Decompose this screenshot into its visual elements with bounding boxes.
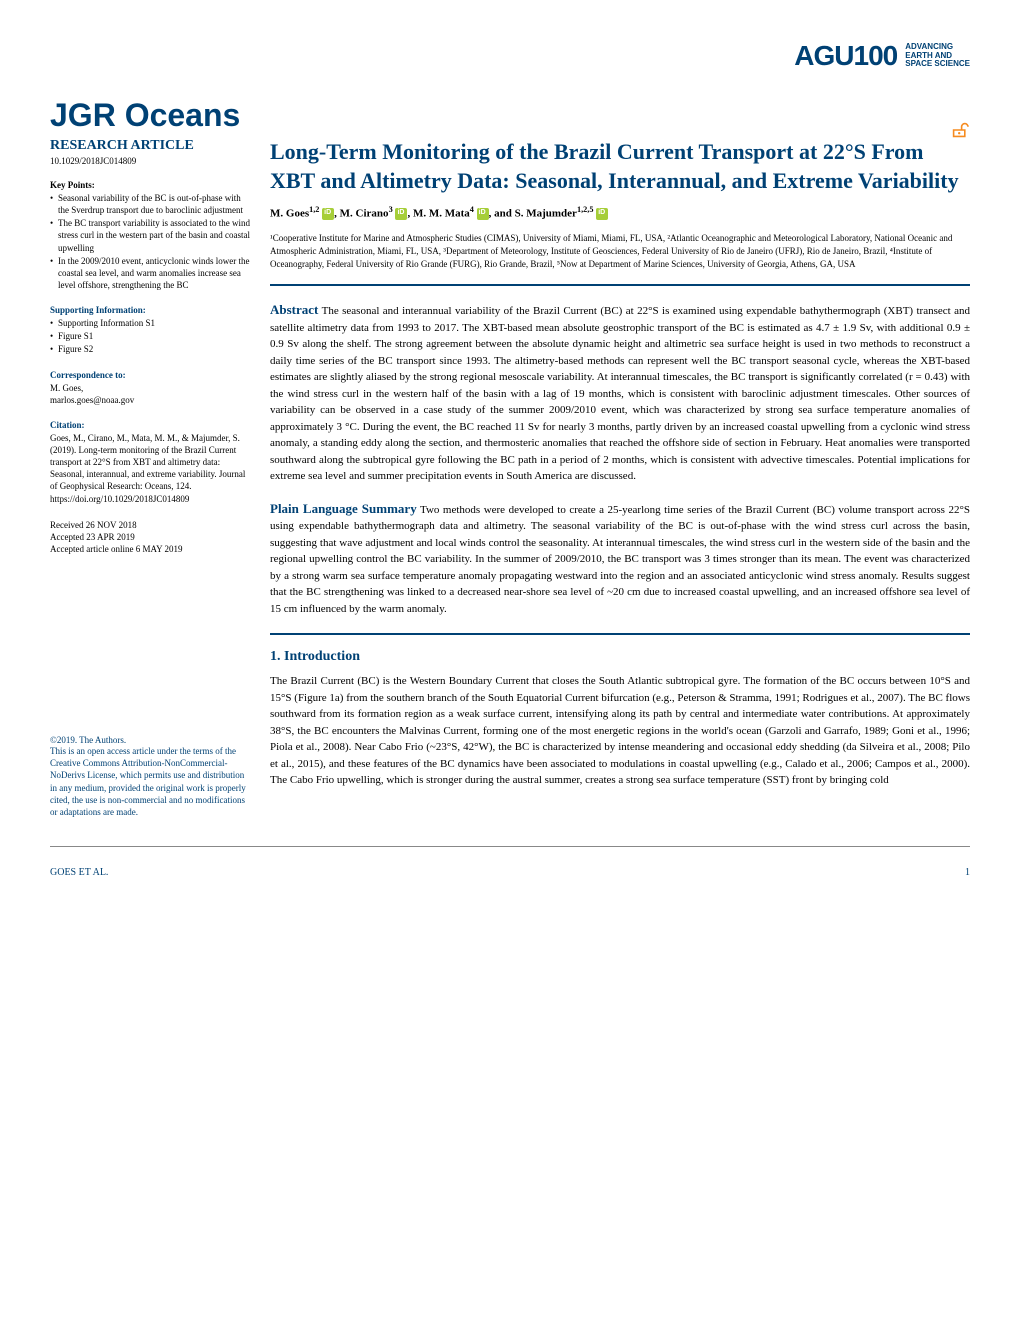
citation-text: Goes, M., Cirano, M., Mata, M. M., & Maj…	[50, 432, 250, 505]
list-item[interactable]: Supporting Information S1	[50, 317, 250, 329]
plain-label: Plain Language Summary	[270, 501, 417, 516]
list-item: The BC transport variability is associat…	[50, 217, 250, 253]
abstract-label: Abstract	[270, 302, 318, 317]
open-access-icon	[950, 122, 970, 138]
header-logos: AGU100 ADVANCING EARTH AND SPACE SCIENCE	[50, 40, 970, 72]
accepted-date: Accepted 23 APR 2019	[50, 531, 250, 543]
agu-logo: AGU100 ADVANCING EARTH AND SPACE SCIENCE	[794, 40, 970, 72]
supporting-info-section: Supporting Information: Supporting Infor…	[50, 305, 250, 355]
key-points-heading: Key Points:	[50, 180, 250, 190]
authors: M. Goes1,2 , M. Cirano3 , M. M. Mata4 , …	[270, 205, 970, 220]
supporting-info-heading: Supporting Information:	[50, 305, 250, 315]
agu-tagline-3: SPACE SCIENCE	[905, 60, 970, 69]
agu-tagline: ADVANCING EARTH AND SPACE SCIENCE	[905, 43, 970, 69]
content-wrapper: RESEARCH ARTICLE 10.1029/2018JC014809 Ke…	[50, 138, 970, 832]
divider	[270, 633, 970, 635]
key-points-list: Seasonal variability of the BC is out-of…	[50, 192, 250, 291]
citation-section: Citation: Goes, M., Cirano, M., Mata, M.…	[50, 420, 250, 505]
accepted-online-date: Accepted article online 6 MAY 2019	[50, 543, 250, 555]
agu-logo-text: AGU100	[794, 40, 897, 72]
plain-language-summary: Plain Language Summary Two methods were …	[270, 499, 970, 618]
plain-text: Two methods were developed to create a 2…	[270, 504, 970, 615]
key-points-section: Key Points: Seasonal variability of the …	[50, 180, 250, 291]
doi: 10.1029/2018JC014809	[50, 156, 250, 166]
supporting-info-list: Supporting Information S1 Figure S1 Figu…	[50, 317, 250, 355]
abstract-text: The seasonal and interannual variability…	[270, 305, 970, 482]
abstract: Abstract The seasonal and interannual va…	[270, 300, 970, 485]
footer: GOES ET AL. 1	[50, 846, 970, 878]
correspondence-name: M. Goes,	[50, 382, 250, 394]
orcid-icon[interactable]	[596, 208, 608, 220]
footer-left: GOES ET AL.	[50, 867, 108, 878]
footer-right: 1	[965, 867, 970, 878]
list-item[interactable]: Figure S2	[50, 343, 250, 355]
list-item: Seasonal variability of the BC is out-of…	[50, 192, 250, 216]
list-item: In the 2009/2010 event, anticyclonic win…	[50, 255, 250, 291]
copyright-text: This is an open access article under the…	[50, 745, 250, 818]
correspondence-section: Correspondence to: M. Goes, marlos.goes@…	[50, 370, 250, 406]
intro-text: The Brazil Current (BC) is the Western B…	[270, 673, 970, 789]
copyright-year: ©2019. The Authors.	[50, 735, 250, 745]
intro-heading: 1. Introduction	[270, 649, 970, 665]
dates-section: Received 26 NOV 2018 Accepted 23 APR 201…	[50, 519, 250, 555]
list-item[interactable]: Figure S1	[50, 330, 250, 342]
copyright-section: ©2019. The Authors. This is an open acce…	[50, 735, 250, 818]
affiliations: ¹Cooperative Institute for Marine and At…	[270, 232, 970, 270]
orcid-icon[interactable]	[477, 208, 489, 220]
received-date: Received 26 NOV 2018	[50, 519, 250, 531]
divider	[270, 284, 970, 286]
article-title: Long-Term Monitoring of the Brazil Curre…	[270, 138, 970, 195]
orcid-icon[interactable]	[322, 208, 334, 220]
article-type: RESEARCH ARTICLE	[50, 138, 250, 154]
sidebar: RESEARCH ARTICLE 10.1029/2018JC014809 Ke…	[50, 138, 250, 832]
correspondence-email[interactable]: marlos.goes@noaa.gov	[50, 394, 250, 406]
correspondence-heading: Correspondence to:	[50, 370, 250, 380]
citation-heading: Citation:	[50, 420, 250, 430]
main-content: Long-Term Monitoring of the Brazil Curre…	[270, 138, 970, 832]
orcid-icon[interactable]	[395, 208, 407, 220]
journal-row: JGR Oceans	[50, 97, 970, 138]
journal-title: JGR Oceans	[50, 97, 240, 134]
